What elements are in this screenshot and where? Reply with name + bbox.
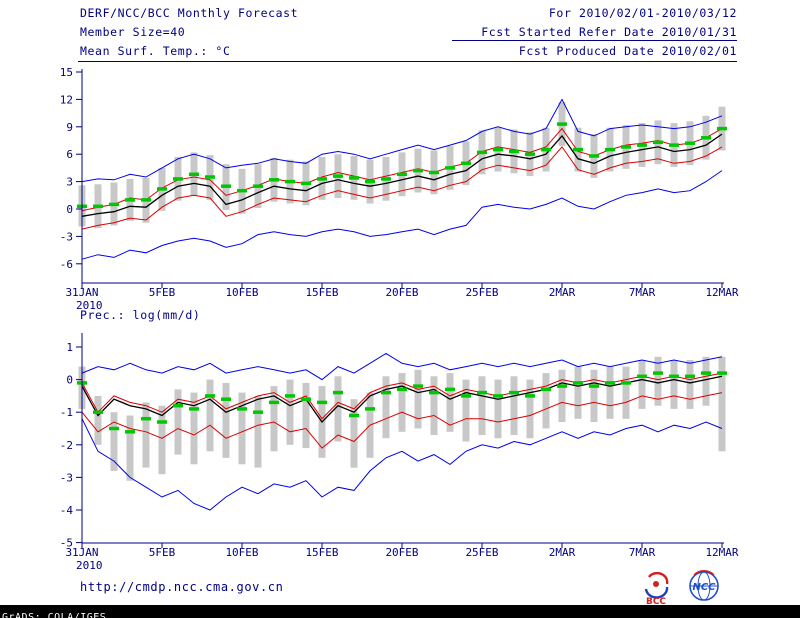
y-tick-label: -1 <box>60 406 73 419</box>
y-tick-label: -3 <box>60 471 73 484</box>
x-tick-label: 10FEB <box>225 546 258 559</box>
x-tick-label: 2MAR <box>549 286 576 299</box>
x-tick-label: 5FEB <box>149 546 176 559</box>
x-tick-label: 31JAN <box>65 546 98 559</box>
y-tick-label: -5 <box>60 537 73 550</box>
upper-quartile-line <box>81 372 723 420</box>
lower-quartile-line <box>81 392 723 449</box>
ensemble-min-line <box>81 170 723 260</box>
grads-stamp-bar: GrADS: COLA/IGES <box>0 605 800 618</box>
x-tick-label: 7MAR <box>629 286 656 299</box>
y-tick-label: 1 <box>66 341 73 354</box>
axis-labels: 15 12 9 6 3 0 -3 -6 31JAN 5FEB 10FEB 15FEB 20FEB 25FE… <box>60 66 739 312</box>
x-tick-label: 10FEB <box>225 286 258 299</box>
y-tick-label: 12 <box>60 93 73 106</box>
x-tick-label: 12MAR <box>705 286 738 299</box>
axes <box>76 69 724 288</box>
y-tick-label: 3 <box>66 176 73 189</box>
x-year-label: 2010 <box>76 299 103 312</box>
ncc-logo: NCC <box>689 570 719 601</box>
x-tick-label: 20FEB <box>385 546 418 559</box>
ensemble-spread-bars <box>78 102 726 229</box>
header-divider-right <box>452 40 737 41</box>
grads-stamp: GrADS: COLA/IGES <box>2 612 107 618</box>
website-url: http://cmdp.ncc.cma.gov.cn <box>80 580 284 594</box>
x-tick-label: 2MAR <box>549 546 576 559</box>
y-tick-label: 6 <box>66 148 73 161</box>
fcst-produced-date-label: Fcst Produced Date 2010/02/01 <box>518 44 737 58</box>
x-tick-label: 25FEB <box>465 286 498 299</box>
ensemble-mean-markers <box>77 122 727 209</box>
x-tick-label: 15FEB <box>305 546 338 559</box>
y-tick-label: 9 <box>66 121 73 134</box>
x-tick-label: 15FEB <box>305 286 338 299</box>
ncc-logo-text: NCC <box>692 582 716 593</box>
y-tick-label: 15 <box>60 66 73 79</box>
ensemble-median-line <box>81 133 723 217</box>
header-divider <box>78 61 737 62</box>
ensemble-max-line <box>81 352 723 381</box>
x-tick-label: 25FEB <box>465 546 498 559</box>
ensemble-max-line <box>81 98 723 183</box>
y-tick-label: -3 <box>60 230 73 243</box>
temperature-panel: 15 12 9 6 3 0 -3 -6 31JAN 5FEB 10FEB 15FEB 20FEB 25FE… <box>60 66 739 312</box>
forecast-range-label: For 2010/02/01-2010/03/12 <box>548 6 737 20</box>
ensemble-min-line <box>81 418 723 511</box>
y-tick-label: 0 <box>66 374 73 387</box>
y-tick-label: -4 <box>60 504 74 517</box>
upper-quartile-line <box>81 127 723 212</box>
x-tick-label: 7MAR <box>629 546 656 559</box>
x-tick-label: 5FEB <box>149 286 176 299</box>
lower-quartile-line <box>81 146 723 230</box>
plot-title: DERF/NCC/BCC Monthly Forecast <box>80 6 299 20</box>
ensemble-median-line <box>81 375 723 424</box>
bcc-logo: BCC <box>644 572 669 606</box>
y-tick-label: 0 <box>66 203 73 216</box>
y-tick-label: -2 <box>60 439 73 452</box>
x-tick-label: 20FEB <box>385 286 418 299</box>
x-tick-label: 12MAR <box>705 546 738 559</box>
precip-panel-title: Prec.: log(mm/d) <box>80 308 201 322</box>
fcst-start-date-label: Fcst Started Refer Date 2010/01/31 <box>481 25 737 39</box>
temp-panel-title: Mean Surf. Temp.: °C <box>80 44 231 58</box>
member-size-label: Member Size=40 <box>80 25 186 39</box>
axes <box>76 333 724 548</box>
y-tick-label: -6 <box>60 258 73 271</box>
ensemble-mean-markers <box>77 371 727 434</box>
ensemble-spread-bars <box>78 356 726 481</box>
bcc-logo-text: BCC <box>646 597 666 606</box>
x-year-label: 2010 <box>76 559 103 572</box>
x-tick-label: 31JAN <box>65 286 98 299</box>
